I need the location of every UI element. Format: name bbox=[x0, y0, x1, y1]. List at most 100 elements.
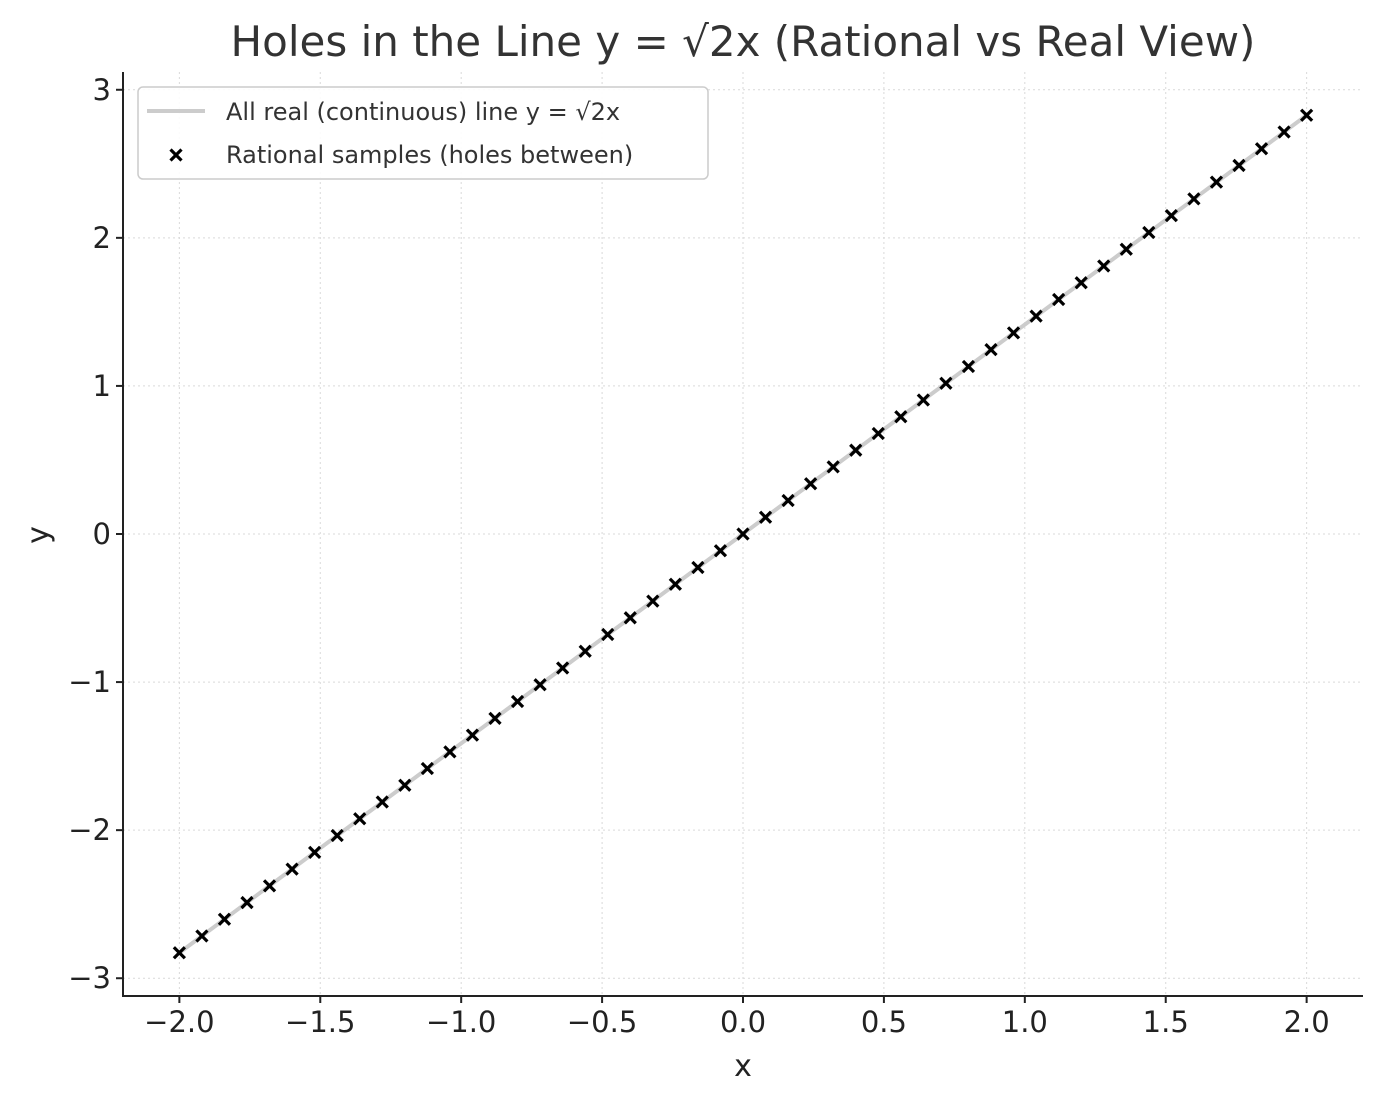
marker-stroke bbox=[578, 644, 592, 658]
chart-title: Holes in the Line y = √2x (Rational vs R… bbox=[231, 17, 1256, 66]
rational-sample-point bbox=[1277, 125, 1291, 139]
legend: All real (continuous) line y = √2x Ration… bbox=[137, 86, 709, 180]
legend-box bbox=[137, 86, 709, 180]
marker-stroke bbox=[984, 343, 998, 357]
marker-stroke bbox=[1232, 158, 1246, 173]
marker-stroke bbox=[646, 594, 660, 608]
rational-sample-point bbox=[691, 560, 705, 575]
marker-stroke bbox=[533, 678, 547, 692]
rational-sample-point bbox=[488, 711, 502, 725]
marker-stroke bbox=[781, 493, 795, 508]
rational-sample-point bbox=[916, 393, 930, 407]
x-axis-label: x bbox=[734, 1049, 752, 1084]
marker-stroke bbox=[826, 460, 840, 474]
marker-stroke bbox=[285, 862, 299, 876]
y-tick-label: 0 bbox=[93, 517, 111, 551]
rational-sample-point bbox=[556, 661, 570, 675]
marker-stroke bbox=[420, 761, 434, 776]
marker-stroke bbox=[1119, 242, 1133, 256]
marker-stroke bbox=[1187, 192, 1201, 206]
rational-sample-point bbox=[1164, 209, 1178, 223]
rational-sample-point bbox=[308, 845, 322, 859]
rational-sample-point bbox=[533, 678, 547, 692]
rational-sample-point bbox=[375, 795, 389, 809]
rational-sample-point bbox=[623, 611, 637, 625]
marker-stroke bbox=[172, 946, 186, 960]
y-tick-label: 2 bbox=[93, 221, 111, 255]
rational-sample-point bbox=[330, 828, 344, 843]
marker-stroke bbox=[1074, 276, 1088, 290]
y-tick-label: −3 bbox=[68, 961, 111, 995]
x-tick-label: −0.5 bbox=[567, 1005, 637, 1039]
rational-sample-point bbox=[1254, 142, 1269, 156]
marker-stroke bbox=[939, 376, 953, 390]
rational-sample-point bbox=[262, 879, 277, 893]
x-tick-label: 1.5 bbox=[1143, 1005, 1189, 1039]
x-tick-label: −1.5 bbox=[285, 1005, 355, 1039]
marker-stroke bbox=[375, 795, 389, 809]
marker-stroke bbox=[217, 912, 232, 926]
axes: −2.0 −1.5 −1.0 −0.5 0.0 0.5 1.0 1.5 2.0 −3 −2 −1 0 1 2… bbox=[68, 72, 1363, 1039]
rational-sample-point bbox=[1142, 225, 1156, 240]
rational-sample-point bbox=[736, 527, 750, 541]
marker-stroke bbox=[894, 410, 908, 424]
legend-label-points: Rational samples (holes between) bbox=[226, 141, 633, 169]
rational-sample-point bbox=[939, 376, 953, 390]
rational-sample-point bbox=[1097, 259, 1111, 273]
marker-stroke bbox=[713, 544, 728, 558]
marker-stroke bbox=[353, 812, 367, 826]
rational-sample-point bbox=[1074, 276, 1088, 290]
rational-sample-point bbox=[894, 410, 908, 424]
rational-sample-point bbox=[781, 493, 795, 508]
rational-sample-point bbox=[420, 761, 434, 776]
rational-sample-point bbox=[240, 895, 254, 910]
rational-sample-point bbox=[465, 728, 480, 742]
marker-stroke bbox=[1164, 209, 1178, 223]
marker-stroke bbox=[849, 443, 863, 457]
rational-sample-point bbox=[849, 443, 863, 457]
x-tick-label: 0.5 bbox=[861, 1005, 907, 1039]
x-tick-label: −2.0 bbox=[144, 1005, 214, 1039]
marker-stroke bbox=[758, 510, 773, 524]
marker-stroke bbox=[465, 728, 480, 742]
marker-stroke bbox=[262, 879, 277, 893]
rational-sample-point bbox=[1300, 108, 1314, 122]
rational-sample-point bbox=[1209, 175, 1224, 189]
rational-sample-point bbox=[1052, 292, 1066, 307]
x-tick-label: 2.0 bbox=[1284, 1005, 1330, 1039]
rational-sample-point bbox=[804, 477, 818, 491]
marker-stroke bbox=[736, 527, 750, 541]
legend-marker-swatch bbox=[169, 148, 183, 162]
rational-sample-point bbox=[984, 343, 998, 357]
rational-sample-point bbox=[443, 745, 457, 759]
plot-area bbox=[172, 108, 1314, 960]
marker-stroke bbox=[510, 694, 525, 709]
marker-stroke bbox=[916, 393, 930, 407]
marker-stroke bbox=[1300, 108, 1314, 122]
marker-stroke bbox=[601, 627, 615, 642]
marker-stroke bbox=[961, 359, 976, 374]
x-tick-label: −1.0 bbox=[426, 1005, 496, 1039]
y-tick-label: 1 bbox=[93, 369, 111, 403]
rational-sample-point bbox=[713, 544, 728, 558]
rational-sample-point bbox=[871, 426, 885, 441]
rational-sample-point bbox=[1187, 192, 1201, 206]
rational-sample-point bbox=[195, 929, 209, 943]
marker-stroke bbox=[1254, 142, 1269, 156]
rational-sample-point bbox=[353, 812, 367, 826]
rational-sample-point bbox=[826, 460, 840, 474]
rational-sample-point bbox=[1006, 326, 1021, 340]
y-tick-label: −1 bbox=[68, 665, 111, 699]
marker-stroke bbox=[398, 778, 412, 792]
marker-stroke bbox=[1209, 175, 1224, 189]
marker-stroke bbox=[308, 845, 322, 859]
rational-sample-point bbox=[601, 627, 615, 642]
y-tick-label: 3 bbox=[93, 73, 111, 107]
rational-sample-point bbox=[758, 510, 773, 524]
marker-stroke bbox=[668, 577, 682, 591]
marker-stroke bbox=[1029, 309, 1043, 323]
marker-stroke bbox=[488, 711, 502, 725]
marker-stroke bbox=[443, 745, 457, 759]
marker-stroke bbox=[240, 895, 254, 910]
marker-stroke bbox=[330, 828, 344, 843]
